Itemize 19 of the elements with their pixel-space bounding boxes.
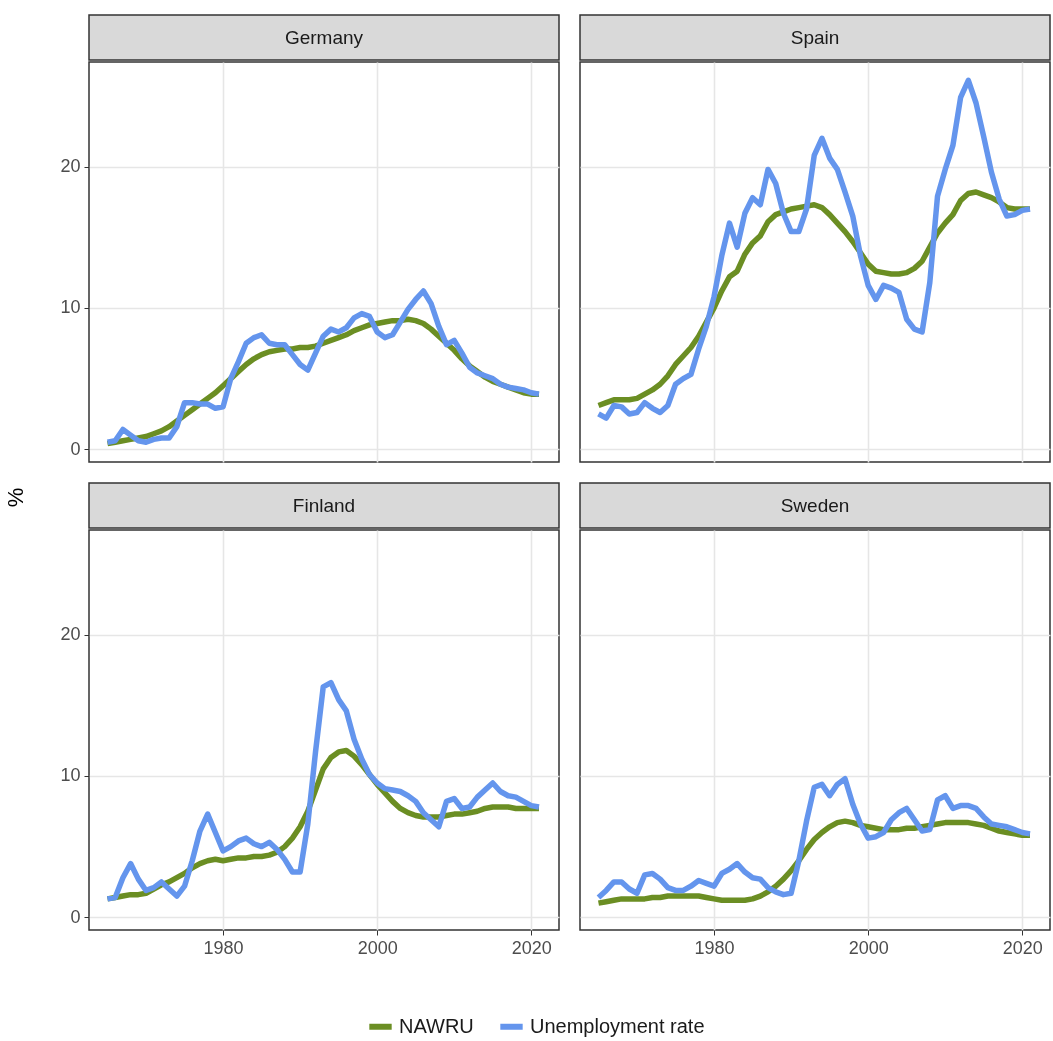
x-tick-label: 2000 — [848, 937, 889, 958]
x-tick-label: 2000 — [357, 937, 398, 958]
y-tick-label: 0 — [70, 438, 81, 459]
x-tick-label: 2020 — [1002, 937, 1043, 958]
y-tick-label: 20 — [60, 156, 81, 177]
legend-label: Unemployment rate — [530, 1014, 705, 1037]
chart-title: Germany — [284, 27, 364, 48]
x-tick-label: 1980 — [203, 937, 244, 958]
y-axis-title: % — [2, 487, 28, 508]
chart-title: Finland — [292, 495, 356, 516]
chart-title: Sweden — [780, 495, 850, 516]
x-tick-label: 2020 — [511, 937, 552, 958]
y-tick-label: 20 — [60, 624, 81, 645]
chart-title: Spain — [790, 27, 840, 48]
y-tick-label: 10 — [60, 765, 81, 786]
x-tick-label: 1980 — [694, 937, 735, 958]
y-tick-label: 10 — [60, 297, 81, 318]
y-tick-label: 0 — [70, 906, 81, 927]
legend-label: NAWRU — [399, 1014, 474, 1037]
